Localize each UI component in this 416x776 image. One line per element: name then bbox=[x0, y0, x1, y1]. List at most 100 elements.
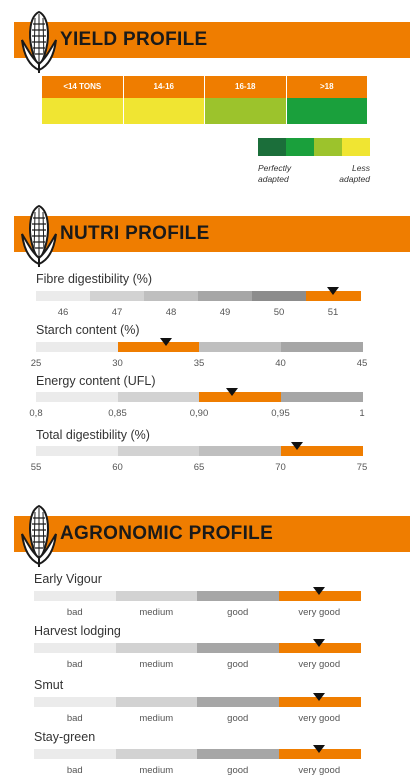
corn-icon bbox=[18, 10, 60, 74]
agro-scale-label: good bbox=[227, 659, 249, 670]
nutri-bar-segment bbox=[198, 291, 253, 301]
yield-column-header: 14-16 bbox=[123, 76, 205, 98]
agro-rating-marker bbox=[313, 745, 326, 753]
agro-bar-segment bbox=[115, 643, 198, 653]
nutri-tick-label: 60 bbox=[112, 462, 123, 473]
nutri-metric-label: Energy content (UFL) bbox=[36, 374, 156, 388]
agro-bar-segment bbox=[278, 697, 361, 707]
legend-swatch bbox=[258, 138, 286, 156]
nutri-bar-segment bbox=[144, 291, 199, 301]
nutri-tick-label: 51 bbox=[327, 307, 339, 318]
agro-bar-segment bbox=[115, 749, 198, 759]
nutri-tick-label: 70 bbox=[275, 462, 286, 473]
yield-column-header: <14 TONS bbox=[42, 76, 124, 98]
nutri-tick-label: 40 bbox=[275, 358, 286, 369]
nutri-tick-label: 25 bbox=[30, 358, 42, 369]
legend-swatch bbox=[314, 138, 342, 156]
yield-adaptation-cell bbox=[42, 98, 124, 124]
yield-adaptation-cell bbox=[205, 98, 287, 124]
agro-bar-segment bbox=[278, 643, 361, 653]
nutri-bar-segment bbox=[199, 446, 281, 456]
legend-left-label: Perfectly adapted bbox=[258, 163, 291, 185]
agro-scale-label: bad bbox=[66, 607, 83, 618]
agro-scale-label: bad bbox=[66, 713, 83, 724]
legend-swatch bbox=[286, 138, 314, 156]
nutri-tick-label: 65 bbox=[193, 462, 205, 473]
agro-scale-label: medium bbox=[139, 607, 174, 618]
agro-bar-segment bbox=[197, 749, 279, 759]
agro-bar-segment bbox=[278, 591, 361, 601]
agro-scale-label: good bbox=[227, 607, 249, 618]
agro-bar-segment bbox=[115, 697, 198, 707]
nutri-bar-segment bbox=[117, 342, 200, 352]
nutri-tick-label: 35 bbox=[193, 358, 205, 369]
agro-bar-segment bbox=[34, 591, 116, 601]
agro-metric-label: Stay-green bbox=[34, 730, 96, 744]
agro-bar-segment bbox=[197, 643, 279, 653]
legend-swatch bbox=[342, 138, 370, 156]
nutri-profile-header: NUTRI PROFILE bbox=[14, 216, 410, 252]
nutri-value-marker bbox=[290, 442, 303, 450]
legend-right-line: adapted bbox=[339, 174, 370, 184]
nutri-bar-segment bbox=[199, 342, 281, 352]
agro-metric-label: Smut bbox=[34, 678, 64, 692]
nutri-tick-label: 47 bbox=[111, 307, 123, 318]
agronomic-profile-title: AGRONOMIC PROFILE bbox=[60, 523, 274, 544]
agro-scale-label: very good bbox=[298, 607, 341, 618]
nutri-tick-label: 30 bbox=[112, 358, 123, 369]
nutri-tick-label: 0,85 bbox=[108, 408, 127, 419]
nutri-bar-segment bbox=[280, 392, 363, 402]
agronomic-profile-header: AGRONOMIC PROFILE bbox=[14, 516, 410, 552]
agro-scale-label: good bbox=[227, 713, 249, 724]
legend-left-line: adapted bbox=[258, 174, 289, 184]
agro-bar-segment bbox=[34, 749, 116, 759]
nutri-value-marker bbox=[327, 287, 339, 295]
agro-bar-segment bbox=[115, 591, 198, 601]
nutri-tick-label: 50 bbox=[273, 307, 285, 318]
agro-bar-segment bbox=[34, 643, 116, 653]
nutri-tick-label: 0,95 bbox=[271, 408, 290, 419]
nutri-tick-label: 0,90 bbox=[189, 408, 209, 419]
nutri-bar-segment bbox=[306, 291, 361, 301]
agro-bar-segment bbox=[197, 697, 279, 707]
agro-scale-label: bad bbox=[66, 659, 83, 670]
yield-column-header: >18 bbox=[286, 76, 368, 98]
nutri-bar-segment bbox=[117, 392, 200, 402]
agro-bar-segment bbox=[34, 697, 116, 707]
agro-scale-label: good bbox=[227, 765, 249, 776]
nutri-metric-label: Starch content (%) bbox=[36, 323, 140, 337]
nutri-tick-label: 0,8 bbox=[29, 408, 43, 419]
yield-adaptation-cell bbox=[286, 98, 368, 124]
nutri-value-marker bbox=[160, 338, 173, 346]
agro-rating-marker bbox=[313, 693, 326, 701]
agro-scale-label: very good bbox=[298, 659, 341, 670]
nutri-tick-label: 48 bbox=[165, 307, 177, 318]
yield-profile-title: YIELD PROFILE bbox=[60, 29, 208, 50]
nutri-bar-segment bbox=[252, 291, 307, 301]
agro-scale-label: medium bbox=[139, 713, 174, 724]
corn-icon bbox=[18, 504, 60, 568]
agro-bar-segment bbox=[278, 749, 361, 759]
nutri-metric-label: Total digestibility (%) bbox=[36, 428, 150, 442]
agro-rating-marker bbox=[313, 587, 326, 595]
agro-scale-label: medium bbox=[139, 765, 174, 776]
yield-profile-header: YIELD PROFILE bbox=[14, 22, 410, 58]
nutri-bar-segment bbox=[199, 392, 281, 402]
nutri-bar-segment bbox=[36, 446, 118, 456]
agro-scale-label: very good bbox=[298, 765, 341, 776]
nutri-tick-label: 75 bbox=[356, 462, 368, 473]
nutri-bar-segment bbox=[280, 446, 363, 456]
nutri-tick-label: 55 bbox=[30, 462, 42, 473]
corn-icon bbox=[18, 204, 60, 268]
nutri-tick-label: 49 bbox=[219, 307, 231, 318]
yield-column-header: 16-18 bbox=[205, 76, 287, 98]
legend-left-line: Perfectly bbox=[258, 163, 292, 173]
agro-metric-label: Early Vigour bbox=[34, 572, 102, 586]
nutri-bar-segment bbox=[36, 392, 118, 402]
nutri-bar-segment bbox=[36, 291, 91, 301]
nutri-tick-label: 1 bbox=[359, 408, 365, 419]
legend-right-label: Less adapted bbox=[318, 163, 370, 185]
nutri-value-marker bbox=[225, 388, 238, 396]
nutri-bar-segment bbox=[117, 446, 200, 456]
agro-bar-segment bbox=[197, 591, 279, 601]
